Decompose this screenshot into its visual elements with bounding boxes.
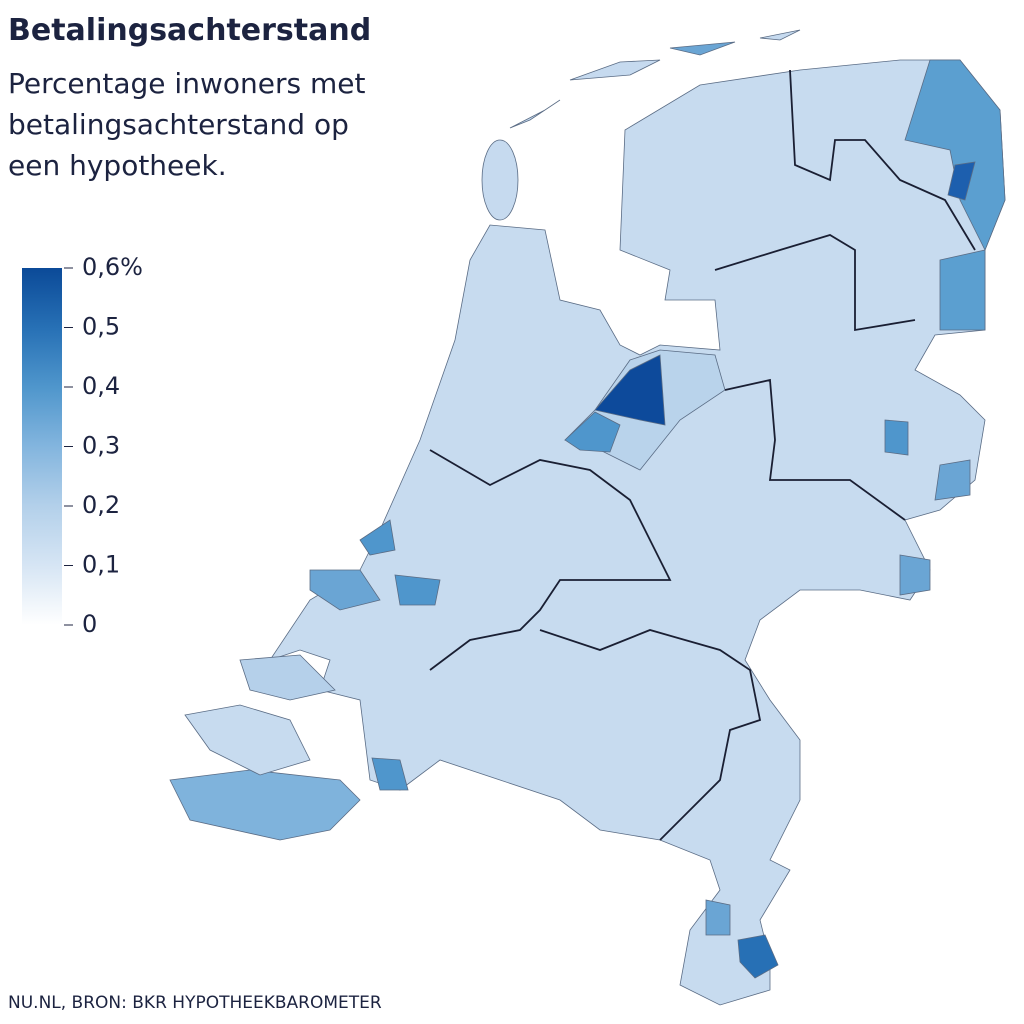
- province-border: [724, 378, 906, 521]
- flevoland-dark: [594, 354, 666, 426]
- island: [759, 29, 801, 41]
- province-border: [789, 69, 976, 251]
- region: [947, 161, 976, 201]
- region: [359, 519, 396, 556]
- subtitle-line: een hypotheek.: [8, 149, 227, 182]
- subtitle-line: betalingsachterstand op: [8, 108, 349, 141]
- map: [169, 29, 1006, 1006]
- region: [394, 574, 441, 606]
- zeeland-vlaanderen: [169, 769, 361, 841]
- region: [884, 419, 909, 456]
- walcheren: [184, 704, 311, 776]
- island: [669, 41, 736, 56]
- legend-tick-label: 0,6%: [82, 253, 143, 281]
- region: [899, 554, 931, 596]
- region: [309, 569, 381, 611]
- legend-color-bar: [22, 268, 62, 625]
- legend: 0,6% 0,5 0,4 0,3 0,2 0,1 0: [22, 253, 143, 638]
- province-border: [539, 629, 762, 841]
- province-border: [714, 234, 916, 332]
- title: Betalingsachterstand: [8, 13, 371, 48]
- legend-tick-label: 0,5: [82, 313, 120, 341]
- legend-tick-label: 0,4: [82, 372, 120, 400]
- subtitle-line: Percentage inwoners met: [8, 67, 365, 100]
- region: [705, 899, 731, 936]
- schouwen: [239, 654, 336, 701]
- legend-tick-label: 0: [82, 610, 97, 638]
- island: [569, 59, 661, 81]
- island: [509, 99, 561, 129]
- region: [939, 249, 986, 331]
- mainland: [269, 59, 1006, 1006]
- legend-tick-label: 0,2: [82, 491, 120, 519]
- island: [481, 139, 519, 221]
- legend-tick-label: 0,3: [82, 432, 120, 460]
- province-border: [429, 449, 672, 671]
- almere: [564, 411, 621, 453]
- region: [737, 934, 779, 979]
- source: NU.NL, BRON: BKR HYPOTHEEKBAROMETER: [8, 993, 382, 1013]
- legend-tick-label: 0,1: [82, 551, 120, 579]
- region: [934, 459, 971, 501]
- region: [371, 757, 409, 791]
